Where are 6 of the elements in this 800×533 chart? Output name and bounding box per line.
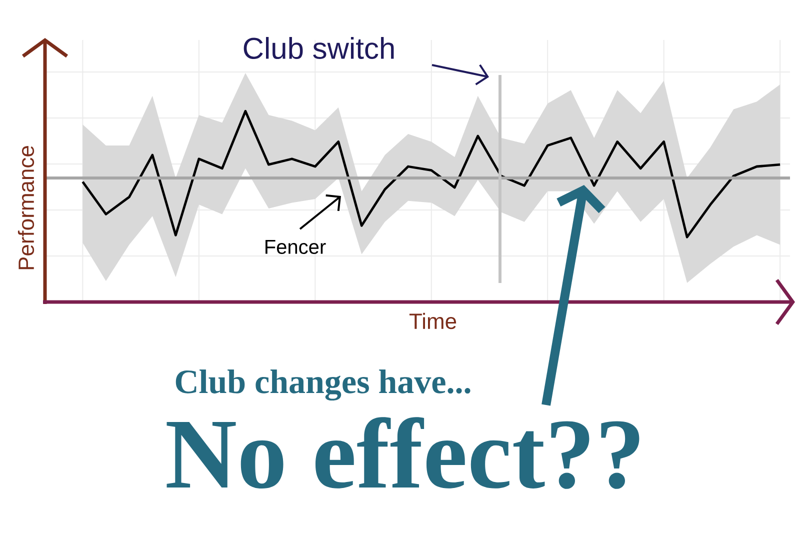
text: Club switch — [244, 36, 394, 60]
y-axis-title: Performance — [18, 146, 34, 270]
annotation: Fencer — [266, 240, 326, 254]
text: Club changes have... — [176, 369, 470, 401]
x-axis-title: Time — [409, 312, 456, 330]
text: No effect?? — [166, 417, 640, 489]
